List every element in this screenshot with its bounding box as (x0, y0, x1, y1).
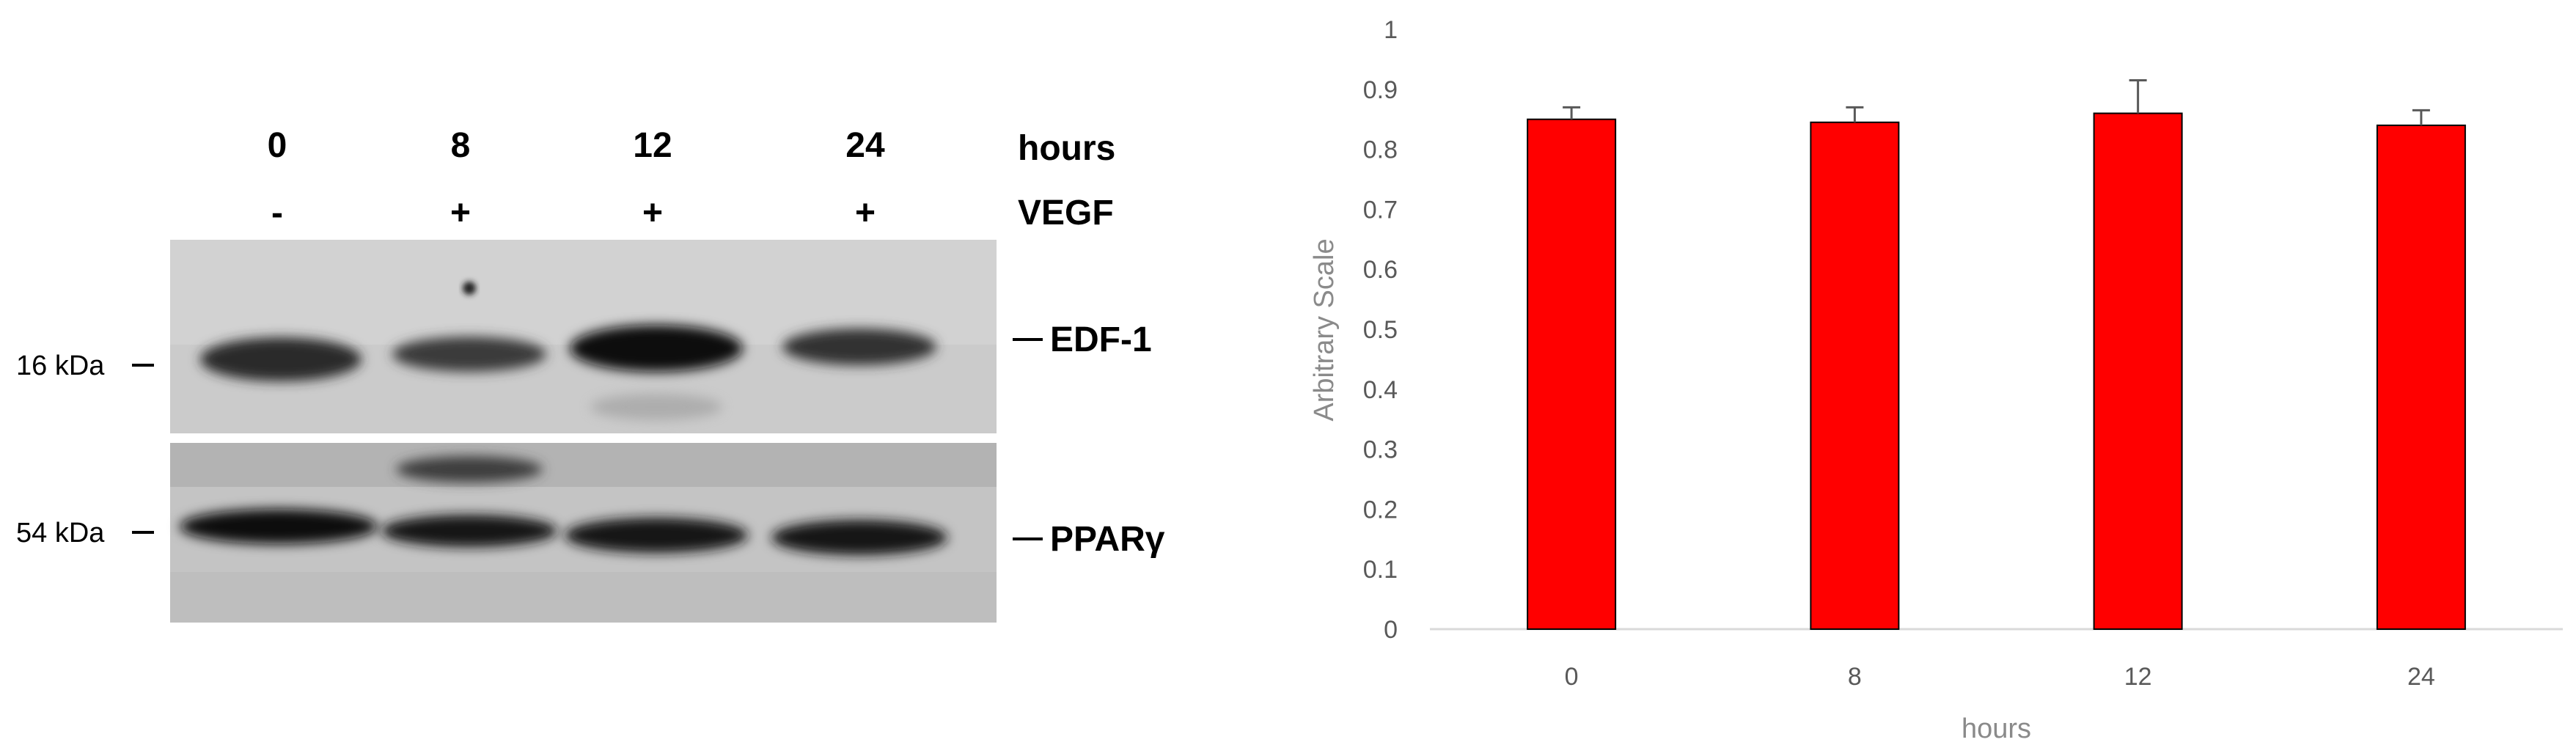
y-tick-label: 0.5 (1363, 316, 1398, 344)
y-tick-label: 1 (1384, 16, 1398, 44)
x-tick-label: 24 (2407, 663, 2435, 691)
x-axis-title: hours (1962, 713, 2031, 744)
bar (2093, 112, 2183, 630)
ppar-gamma-band-label: PPARγ (1050, 520, 1165, 559)
y-tick-label: 0.1 (1363, 556, 1398, 584)
x-tick-label: 0 (1565, 663, 1579, 691)
bars (1527, 79, 2466, 631)
edf1-blot-image (170, 240, 997, 433)
x-tick-label: 8 (1848, 663, 1862, 691)
y-axis-title: Arbitrary Scale (1309, 238, 1340, 421)
lane-2-hours: 12 (633, 126, 672, 165)
y-tick-label: 0 (1384, 616, 1398, 644)
y-tick-label: 0.2 (1363, 496, 1398, 524)
vegf-row-label: VEGF (1018, 194, 1114, 232)
western-blot-panel: 0 8 12 24 hours - + + + VEGF (16, 126, 1165, 623)
marker-54kda-label: 54 kDa (16, 518, 105, 548)
lane-2-vegf: + (642, 194, 663, 232)
bar (1810, 121, 1900, 631)
y-axis-ticks: 0 0.1 0.2 0.3 0.4 0.5 0.6 0.7 0.8 0.9 1 (1363, 16, 1398, 644)
marker-16kda-label: 16 kDa (16, 351, 105, 381)
y-tick-label: 0.7 (1363, 196, 1398, 224)
y-tick-label: 0.3 (1363, 436, 1398, 464)
y-tick-label: 0.8 (1363, 136, 1398, 164)
ppar-gamma-blot-image (170, 443, 997, 623)
lane-3-vegf: + (855, 194, 876, 232)
lane-0-vegf: - (271, 194, 283, 232)
y-tick-label: 0.4 (1363, 376, 1398, 404)
bar-chart: 0 0.1 0.2 0.3 0.4 0.5 0.6 0.7 0.8 0.9 1 0 8 12 24 Arb… (1309, 16, 2563, 744)
edf1-band-label: EDF-1 (1050, 320, 1152, 359)
lane-3-hours: 24 (845, 126, 885, 165)
bar (1527, 118, 1617, 630)
x-axis-ticks: 0 8 12 24 (1565, 663, 2435, 691)
lane-0-hours: 0 (268, 126, 287, 165)
hours-row-label: hours (1018, 129, 1115, 168)
lane-1-hours: 8 (451, 126, 471, 165)
y-tick-label: 0.6 (1363, 256, 1398, 284)
x-tick-label: 12 (2124, 663, 2152, 691)
bar (2376, 124, 2466, 630)
y-tick-label: 0.9 (1363, 76, 1398, 104)
lane-1-vegf: + (450, 194, 471, 232)
